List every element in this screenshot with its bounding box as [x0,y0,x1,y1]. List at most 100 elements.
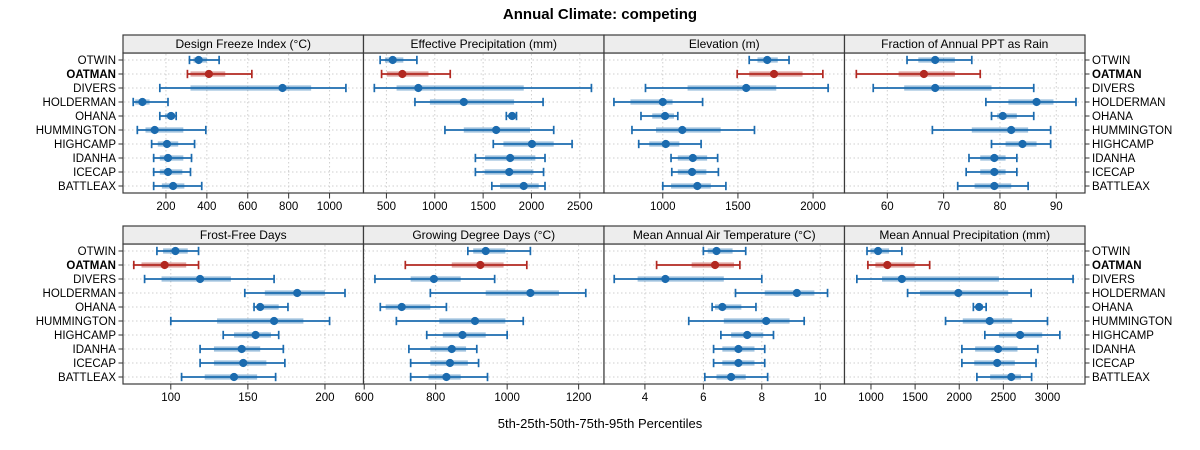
x-tick-label: 200 [315,392,334,404]
station-label-right: BATTLEAX [1092,181,1150,193]
median-dot [661,139,670,149]
panel-bg [363,244,604,384]
panel-title: Effective Precipitation (mm) [411,37,558,51]
median-dot [237,344,246,354]
x-tick-label: 4 [642,392,649,404]
station-label-left: BATTLEAX [58,181,116,193]
series-row-icecap [965,167,1018,177]
median-dot [388,55,397,65]
median-dot [526,288,535,298]
series-row-idanha [712,344,766,354]
station-label-left: HIGHCAMP [54,330,116,342]
x-tick-label: 600 [355,392,374,404]
series-row-holderman [243,288,346,298]
series-row-oatman [655,260,741,270]
median-dot [998,111,1007,121]
median-dot [931,55,940,65]
series-row-divers [373,83,593,93]
series-row-oatman [855,69,982,79]
axis-caption: 5th-25th-50th-75th-95th Percentiles [497,416,703,431]
x-tick-label: 1200 [566,392,592,404]
median-dot [171,246,180,256]
median-dot [269,316,279,326]
station-label-left: OHANA [75,111,116,123]
median-dot [204,69,213,79]
median-dot [1018,139,1027,149]
panel-title: Mean Annual Air Temperature (°C) [633,228,816,242]
panel-bg [844,53,1085,193]
series-row-battleax [180,372,277,382]
panel-mean-annual-precipitation-mm: Mean Annual Precipitation (mm) 1000 1500 20… [843,225,1090,404]
x-tick-label: 6 [700,392,706,404]
median-dot [519,181,528,191]
median-dot [481,246,490,256]
series-row-hummington [169,316,331,326]
series-row-ohana [972,302,988,312]
station-label-left: OHANA [75,302,116,314]
strip-header [843,225,1086,245]
median-dot [993,344,1003,354]
x-tick-label: 1500 [470,201,496,213]
median-dot [990,181,999,191]
median-dot [660,111,670,121]
series-row-otwin [379,55,418,65]
median-dot [688,153,697,163]
median-dot [442,372,451,382]
panel-mean-annual-air-temperature-c: Mean Annual Air Temperature (°C) 4 6 8 10 [603,225,846,404]
series-row-holderman [906,288,1033,298]
series-row-idanha [408,344,478,354]
median-dot [506,153,515,163]
median-dot [508,111,517,121]
median-dot [163,167,173,177]
series-row-divers [613,274,763,284]
series-row-idanha [152,153,193,163]
station-label-right: OHANA [1092,111,1133,123]
series-row-hummington [944,316,1049,326]
series-row-oatman [186,69,253,79]
panel-effective-precipitation-mm: Effective Precipitation (mm) 500 1000 1500 2… [362,34,605,213]
series-row-highcamp [425,330,509,340]
x-tick-label: 2500 [567,201,593,213]
median-dot [990,167,999,177]
series-row-divers [856,274,1074,284]
median-dot [505,167,514,177]
median-dot [251,330,260,340]
median-dot [445,358,455,368]
series-row-divers [872,83,1035,93]
station-label-left: OTWIN [78,55,116,67]
x-tick-label: 2500 [991,392,1017,404]
series-row-otwin [466,246,532,256]
median-dot [459,97,468,107]
series-row-oatman [404,260,528,270]
x-tick-label: 1000 [650,201,676,213]
median-dot [897,274,906,284]
x-tick-label: 800 [279,201,298,213]
station-label-right: BATTLEAX [1092,372,1150,384]
median-dot [194,55,203,65]
median-dot [931,83,940,93]
series-row-highcamp [990,139,1052,149]
median-dot [734,358,743,368]
series-row-otwin [188,55,220,65]
x-tick-label: 400 [197,201,216,213]
median-dot [743,330,752,340]
series-row-ohana [505,111,518,121]
panel-title: Elevation (m) [689,37,760,51]
x-tick-label: 2000 [519,201,545,213]
station-label-right: OTWIN [1092,246,1130,258]
series-row-otwin [866,246,903,256]
median-dot [160,260,169,270]
median-dot [398,69,407,79]
median-dot [693,181,702,191]
series-row-ohana [379,302,448,312]
median-dot [974,302,984,312]
panel-bg [604,244,845,384]
series-row-highcamp [720,330,775,340]
series-row-battleax [661,181,727,191]
series-row-idanha [199,344,285,354]
series-row-holderman [985,97,1077,107]
median-dot [763,55,772,65]
median-dot [470,316,480,326]
